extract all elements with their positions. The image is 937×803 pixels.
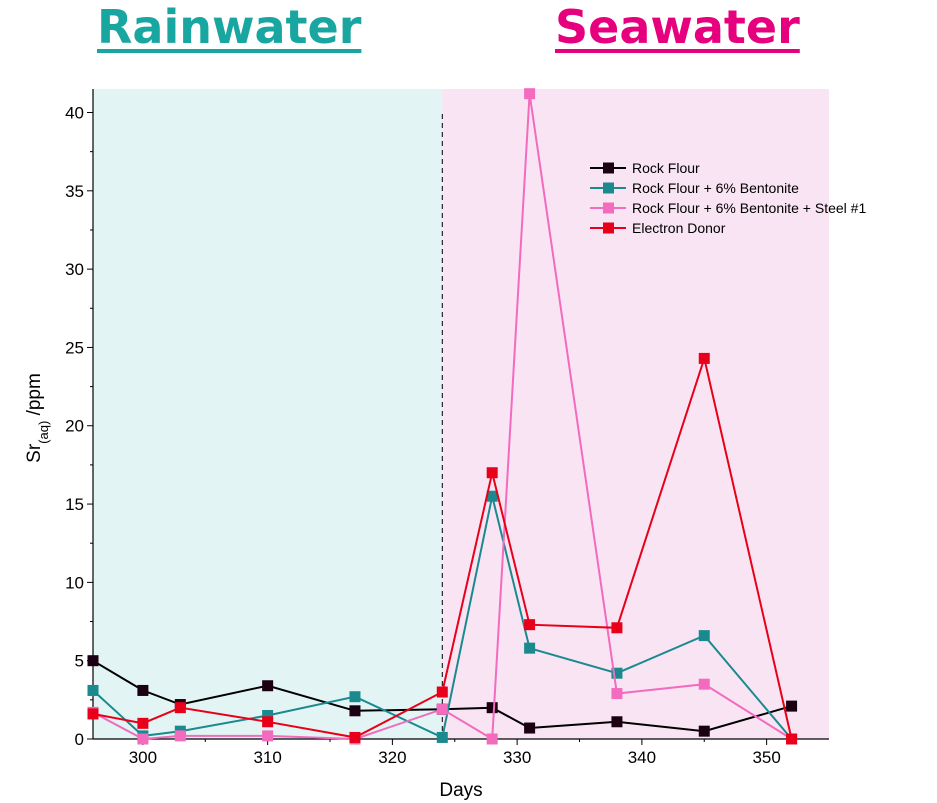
data-point [698, 725, 710, 737]
y-tick-label: 0 [75, 730, 84, 749]
data-point [786, 700, 798, 712]
legend-item: Rock Flour + 6% Bentonite + Steel #1 [590, 200, 866, 216]
series-4 [87, 352, 798, 745]
legend-item: Rock Flour + 6% Bentonite [590, 180, 799, 196]
data-point [87, 708, 99, 720]
data-point [486, 702, 498, 714]
legend-item: Rock Flour [590, 160, 700, 176]
y-tick-label: 25 [65, 338, 84, 357]
series-2 [87, 490, 798, 745]
data-point [611, 716, 623, 728]
data-point [611, 667, 623, 679]
x-tick-label: 310 [253, 748, 281, 767]
data-point [137, 684, 149, 696]
legend-marker [603, 182, 614, 194]
x-tick-label: 300 [129, 748, 157, 767]
data-point [262, 710, 274, 722]
x-tick-label: 350 [752, 748, 780, 767]
data-point [87, 684, 99, 696]
legend-label: Electron Donor [632, 220, 726, 236]
x-axis-label: Days [439, 780, 482, 801]
x-tick-label: 320 [378, 748, 406, 767]
data-point [486, 467, 498, 479]
rainwater-header: Rainwater [97, 0, 362, 54]
y-axis-label-suffix: /ppm [24, 373, 45, 421]
data-point [698, 678, 710, 690]
data-point [262, 716, 274, 728]
y-axis-label: Sr(aq) /ppm [24, 373, 51, 463]
x-tick-label: 330 [503, 748, 531, 767]
legend-marker [603, 202, 614, 214]
data-point [486, 733, 498, 745]
legend-marker [603, 222, 614, 234]
y-tick-label: 35 [65, 182, 84, 201]
region-rainwater [93, 89, 443, 739]
axes: 0 5 10 15 20 25 30 35 40 300 310 320 330 340 350 [65, 89, 829, 767]
data-point [786, 733, 798, 745]
data-point [262, 730, 274, 742]
y-tick-label: 30 [65, 260, 84, 279]
data-point [349, 731, 361, 743]
region-backgrounds [93, 89, 829, 739]
y-axis-label-main: Sr [24, 443, 45, 463]
region-seawater [442, 89, 829, 739]
y-tick-label: 20 [65, 417, 84, 436]
data-point [611, 688, 623, 700]
legend: Rock Flour Rock Flour + 6% Bentonite Rock … [590, 160, 866, 236]
data-point [137, 717, 149, 729]
data-point [262, 680, 274, 692]
data-point [698, 352, 710, 364]
data-point [486, 490, 498, 502]
y-tick-label: 15 [65, 495, 84, 514]
legend-label: Rock Flour [632, 160, 700, 176]
legend-marker [603, 162, 614, 174]
data-point [87, 655, 99, 667]
legend-item: Electron Donor [590, 220, 726, 236]
data-point [698, 630, 710, 642]
data-point [436, 731, 448, 743]
data-point [611, 622, 623, 634]
data-point [174, 702, 186, 714]
y-tick-label: 40 [65, 103, 84, 122]
seawater-header: Seawater [555, 0, 800, 54]
y-axis-label-sub: (aq) [36, 421, 51, 444]
y-tick-label: 10 [65, 573, 84, 592]
data-point [524, 88, 536, 100]
data-point [137, 733, 149, 745]
data-point [436, 686, 448, 698]
x-tick-label: 340 [628, 748, 656, 767]
data-point [174, 730, 186, 742]
legend-label: Rock Flour + 6% Bentonite [632, 180, 799, 196]
data-point [436, 703, 448, 715]
data-point [349, 705, 361, 717]
y-tick-label: 5 [75, 652, 84, 671]
series-group [87, 88, 798, 745]
data-point [524, 619, 536, 631]
data-point [524, 722, 536, 734]
data-point [524, 642, 536, 654]
legend-label: Rock Flour + 6% Bentonite + Steel #1 [632, 200, 866, 216]
data-point [349, 691, 361, 703]
